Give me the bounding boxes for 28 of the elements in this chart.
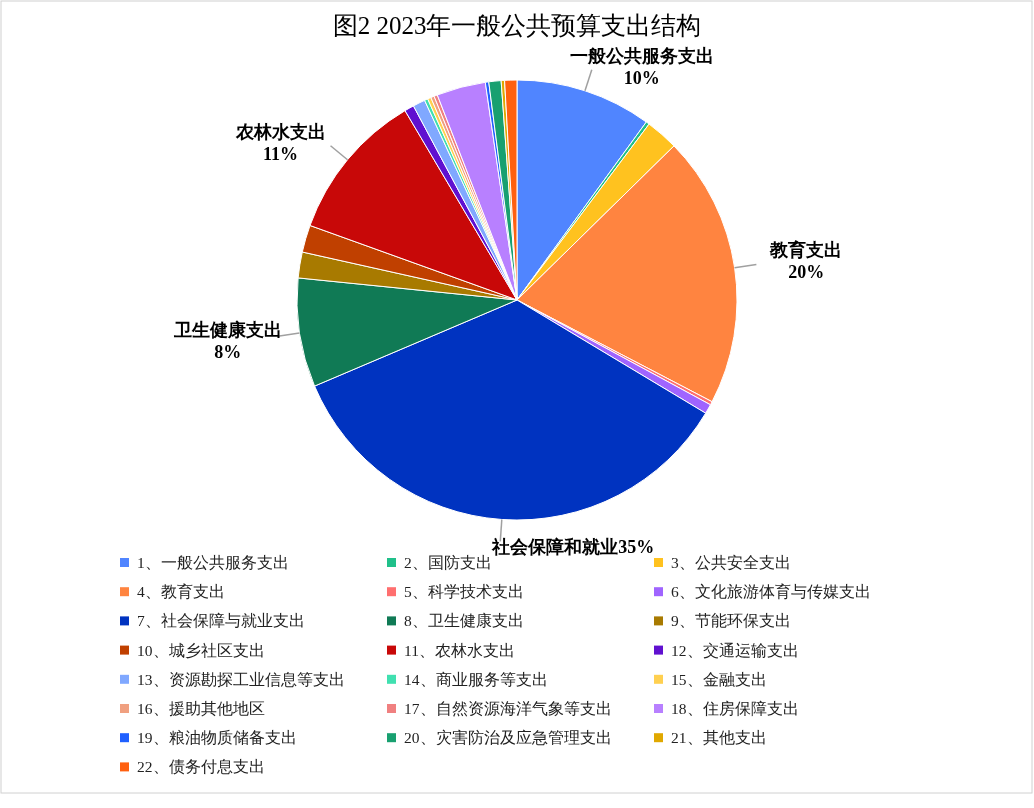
legend-label: 8、卫生健康支出 <box>404 612 524 630</box>
legend-label: 4、教育支出 <box>137 583 225 601</box>
legend-label: 21、其他支出 <box>671 729 767 747</box>
legend-label: 9、节能环保支出 <box>671 612 791 630</box>
legend-label: 11、农林水支出 <box>404 641 515 659</box>
chart-title: 图2 2023年一般公共预算支出结构 <box>332 12 702 39</box>
legend-label: 7、社会保障与就业支出 <box>137 612 305 630</box>
legend-label: 17、自然资源海洋气象等支出 <box>404 700 612 717</box>
data-label: 一般公共服务支出 10% <box>569 45 714 88</box>
legend-label: 12、交通运输支出 <box>671 641 799 659</box>
legend-label: 6、文化旅游体育与传媒支出 <box>671 583 871 601</box>
legend-label: 16、援助其他地区 <box>137 700 265 717</box>
data-label: 社会保障和就业35% <box>491 537 655 558</box>
legend-label: 18、住房保障支出 <box>671 700 799 717</box>
data-label: 教育支出 20% <box>769 239 843 283</box>
legend-label: 22、债务付息支出 <box>137 758 265 776</box>
legend-label: 14、商业服务等支出 <box>404 670 548 688</box>
legend-label: 2、国防支出 <box>404 554 492 571</box>
legend-label: 15、金融支出 <box>671 670 767 688</box>
legend-label: 5、科学技术支出 <box>404 583 524 601</box>
data-label: 卫生健康支出 8% <box>172 320 282 363</box>
legend-label: 13、资源勘探工业信息等支出 <box>137 670 345 688</box>
legend-label: 20、灾害防治及应急管理支出 <box>404 729 612 747</box>
legend-label: 19、粮油物质储备支出 <box>137 729 297 747</box>
legend-label: 1、一般公共服务支出 <box>137 554 289 571</box>
legend-label: 10、城乡社区支出 <box>137 641 265 659</box>
legend-label: 3、公共安全支出 <box>671 554 791 571</box>
data-label: 农林水支出 11% <box>234 121 326 164</box>
